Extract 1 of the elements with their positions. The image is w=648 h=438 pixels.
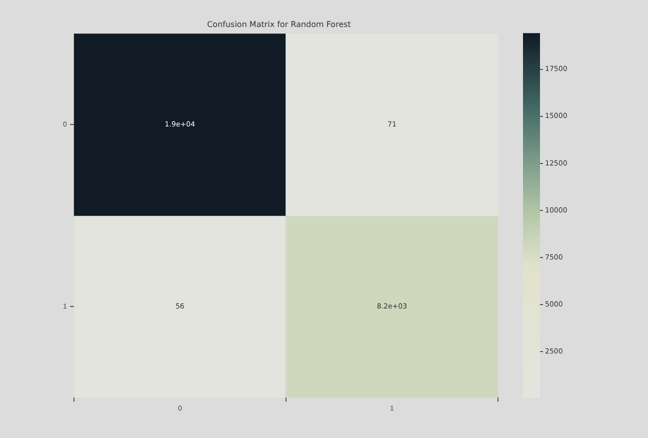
chart-title: Confusion Matrix for Random Forest (207, 20, 351, 29)
